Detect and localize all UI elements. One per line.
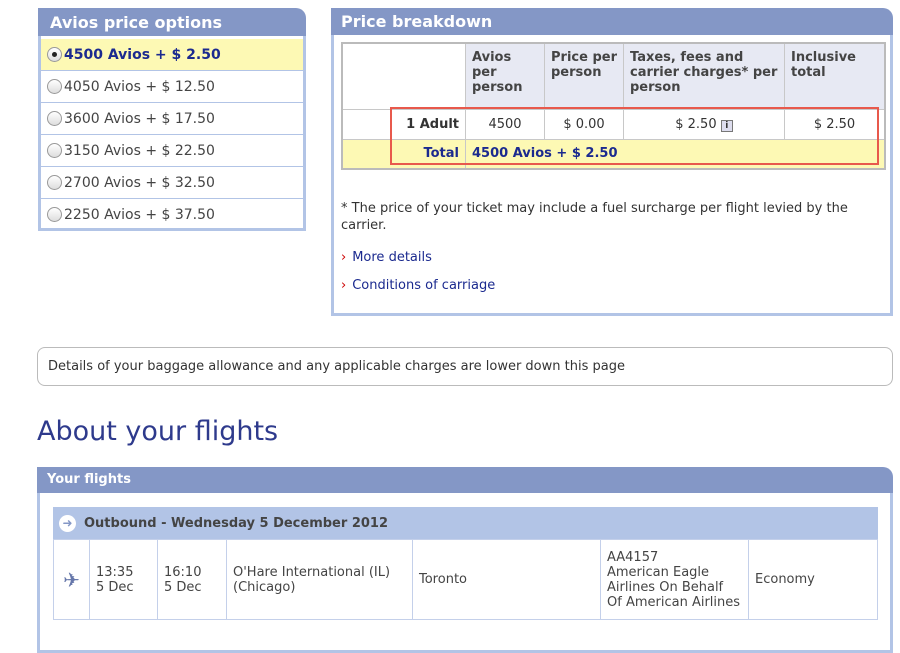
radio-button[interactable] bbox=[47, 79, 62, 94]
to-airport: Toronto bbox=[412, 539, 601, 620]
flight-info: AA4157 American Eagle Airlines On Behalf … bbox=[600, 539, 749, 620]
radio-button[interactable] bbox=[47, 207, 62, 222]
avios-option-label: 3150 Avios + $ 22.50 bbox=[64, 142, 215, 159]
avios-options-panel: 4500 Avios + $ 2.50 4050 Avios + $ 12.50 3… bbox=[38, 36, 306, 231]
outbound-title: Outbound - Wednesday 5 December 2012 bbox=[84, 515, 388, 531]
chevron-right-icon: › bbox=[341, 250, 347, 265]
more-details-label: More details bbox=[352, 250, 432, 265]
radio-button[interactable] bbox=[47, 111, 62, 126]
arrive-time: 16:10 bbox=[164, 564, 202, 580]
header-avios: Avios per person bbox=[465, 42, 545, 110]
plane-icon: ✈ bbox=[53, 539, 90, 620]
adult-price: $ 0.00 bbox=[544, 108, 624, 140]
radio-button[interactable] bbox=[47, 47, 62, 62]
conditions-link[interactable]: › Conditions of carriage bbox=[341, 278, 495, 293]
flight-row: ✈ 13:35 5 Dec 16:10 5 Dec O'Hare Internati… bbox=[53, 539, 878, 620]
conditions-label: Conditions of carriage bbox=[352, 278, 496, 293]
avios-option-label: 4050 Avios + $ 12.50 bbox=[64, 78, 215, 95]
avios-option[interactable]: 2250 Avios + $ 37.50 bbox=[41, 199, 303, 231]
avios-options-header: Avios price options bbox=[38, 8, 306, 36]
adult-row: 1 Adult 4500 $ 0.00 $ 2.50 i $ 2.50 bbox=[341, 108, 886, 140]
header-blank bbox=[341, 42, 466, 110]
avios-option-label: 2250 Avios + $ 37.50 bbox=[64, 206, 215, 223]
from-airport: O'Hare International (IL) (Chicago) bbox=[226, 539, 413, 620]
avios-option-label: 3600 Avios + $ 17.50 bbox=[64, 110, 215, 127]
depart-date: 5 Dec bbox=[96, 579, 134, 595]
arrow-right-icon: ➜ bbox=[59, 514, 76, 532]
radio-button[interactable] bbox=[47, 143, 62, 158]
about-flights-heading: About your flights bbox=[37, 416, 279, 447]
price-breakdown-header: Price breakdown bbox=[331, 8, 893, 35]
carrier: American Eagle Airlines On Behalf Of Ame… bbox=[607, 564, 741, 610]
flight-number: AA4157 bbox=[607, 549, 659, 565]
avios-option[interactable]: 4500 Avios + $ 2.50 bbox=[41, 39, 303, 71]
outbound-bar: ➜ Outbound - Wednesday 5 December 2012 bbox=[53, 507, 878, 539]
cabin: Economy bbox=[748, 539, 878, 620]
arrive-date: 5 Dec bbox=[164, 579, 202, 595]
info-icon[interactable]: i bbox=[720, 119, 733, 132]
header-price: Price per person bbox=[544, 42, 624, 110]
adult-label: 1 Adult bbox=[341, 108, 466, 140]
price-table: Avios per person Price per person Taxes,… bbox=[341, 42, 886, 170]
adult-taxes: $ 2.50 i bbox=[623, 108, 785, 140]
annotation-box bbox=[390, 107, 879, 165]
flight-table: ✈ 13:35 5 Dec 16:10 5 Dec O'Hare Internati… bbox=[53, 539, 878, 620]
your-flights-header: Your flights bbox=[37, 467, 893, 493]
depart-time: 13:35 bbox=[96, 564, 134, 580]
header-taxes: Taxes, fees and carrier charges* per per… bbox=[623, 42, 785, 110]
more-details-link[interactable]: › More details bbox=[341, 250, 432, 265]
your-flights-panel: ➜ Outbound - Wednesday 5 December 2012 ✈… bbox=[37, 493, 893, 653]
arrive-cell: 16:10 5 Dec bbox=[157, 539, 227, 620]
fuel-note: * The price of your ticket may include a… bbox=[341, 201, 848, 233]
price-breakdown-panel: Avios per person Price per person Taxes,… bbox=[331, 35, 893, 316]
taxes-value: $ 2.50 bbox=[675, 116, 717, 132]
depart-cell: 13:35 5 Dec bbox=[89, 539, 158, 620]
baggage-notice: Details of your baggage allowance and an… bbox=[37, 347, 893, 386]
header-total: Inclusive total bbox=[784, 42, 886, 110]
avios-option[interactable]: 2700 Avios + $ 32.50 bbox=[41, 167, 303, 199]
avios-option[interactable]: 4050 Avios + $ 12.50 bbox=[41, 71, 303, 103]
avios-option-label: 2700 Avios + $ 32.50 bbox=[64, 174, 215, 191]
chevron-right-icon: › bbox=[341, 278, 347, 293]
avios-option[interactable]: 3150 Avios + $ 22.50 bbox=[41, 135, 303, 167]
avios-option-label: 4500 Avios + $ 2.50 bbox=[64, 46, 221, 63]
avios-option[interactable]: 3600 Avios + $ 17.50 bbox=[41, 103, 303, 135]
radio-button[interactable] bbox=[47, 175, 62, 190]
